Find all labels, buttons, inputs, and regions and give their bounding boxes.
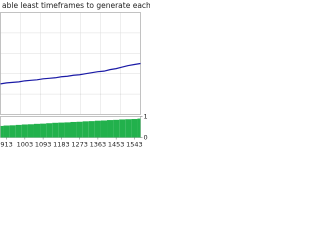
x-tick-label: 913 bbox=[0, 141, 12, 149]
bar bbox=[27, 124, 34, 138]
bar bbox=[137, 118, 141, 138]
x-tick-label: 1273 bbox=[71, 141, 88, 149]
x-tick-label: 1453 bbox=[108, 141, 125, 149]
y-tick-label: 1 bbox=[144, 113, 148, 121]
bar bbox=[113, 119, 120, 138]
bar bbox=[119, 119, 126, 138]
bar bbox=[9, 125, 16, 138]
bar bbox=[82, 121, 89, 138]
x-tick-label: 1093 bbox=[35, 141, 52, 149]
x-tick-label: 1003 bbox=[17, 141, 34, 149]
bar bbox=[70, 121, 77, 138]
chart: able least timeframes to generate each t… bbox=[0, 0, 150, 150]
bar bbox=[3, 125, 10, 138]
bar bbox=[125, 119, 132, 138]
bar bbox=[21, 124, 28, 138]
balance-line bbox=[0, 62, 141, 85]
x-tick-label: 1363 bbox=[90, 141, 107, 149]
bar bbox=[94, 120, 101, 138]
x-tick-label: 1543 bbox=[126, 141, 143, 149]
bar bbox=[100, 120, 108, 138]
bar bbox=[46, 123, 53, 138]
x-tick-label: 1183 bbox=[53, 141, 70, 149]
bar bbox=[15, 124, 22, 138]
bar bbox=[64, 122, 71, 138]
bar bbox=[107, 120, 114, 138]
bar bbox=[33, 123, 41, 138]
bar bbox=[52, 122, 59, 138]
bar bbox=[131, 119, 138, 138]
bar bbox=[0, 125, 4, 138]
y-tick-label: 0 bbox=[144, 134, 148, 142]
bar bbox=[58, 122, 65, 138]
bar bbox=[40, 123, 47, 138]
bar bbox=[76, 121, 83, 138]
bar bbox=[88, 121, 95, 138]
chart-title: able least timeframes to generate each t… bbox=[2, 1, 150, 10]
